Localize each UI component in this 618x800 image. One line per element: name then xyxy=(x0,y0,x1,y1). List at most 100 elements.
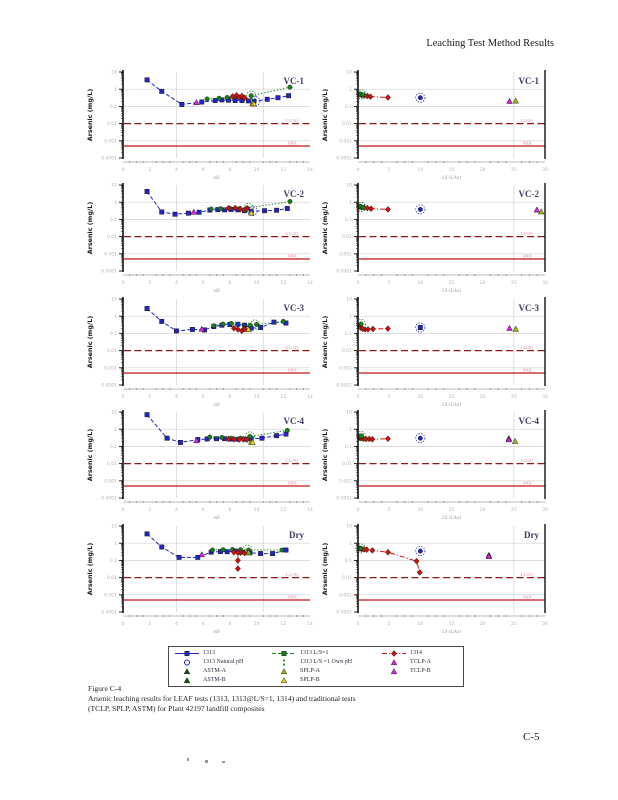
svg-text:0: 0 xyxy=(122,394,125,400)
svg-text:20: 20 xyxy=(480,507,486,513)
legend-item: 1313 L/S=1 xyxy=(271,649,352,658)
svg-text:1: 1 xyxy=(349,200,352,206)
legend-column: 1313 L/S=1 1313 L/S =1 Own pH SPLP-A SPLP-B xyxy=(271,649,352,685)
svg-text:6: 6 xyxy=(202,167,205,173)
svg-text:10: 10 xyxy=(254,621,260,627)
svg-text:LS (L/kg): LS (L/kg) xyxy=(441,630,461,633)
svg-text:0: 0 xyxy=(357,621,360,627)
svg-text:MDL: MDL xyxy=(523,367,533,372)
svg-text:15: 15 xyxy=(449,507,455,513)
svg-text:30: 30 xyxy=(542,280,548,286)
svg-text:0.1: 0.1 xyxy=(110,444,117,450)
svg-text:MDL: MDL xyxy=(288,140,298,145)
svg-text:MDL: MDL xyxy=(523,594,533,599)
svg-text:1: 1 xyxy=(114,540,117,546)
svg-text:5: 5 xyxy=(388,394,391,400)
svg-text:LLOQ: LLOQ xyxy=(521,345,534,350)
plot-title: VC-4 xyxy=(519,416,540,426)
svg-text:Arsenic (mg/L): Arsenic (mg/L) xyxy=(321,429,329,482)
plot-title: Dry xyxy=(524,530,539,540)
svg-text:0.0001: 0.0001 xyxy=(336,496,352,502)
svg-text:14: 14 xyxy=(307,394,313,400)
svg-text:1: 1 xyxy=(114,427,117,433)
svg-text:0.0001: 0.0001 xyxy=(336,609,352,615)
svg-text:0: 0 xyxy=(122,507,125,513)
legend-label: 1313 xyxy=(203,650,215,656)
svg-text:2: 2 xyxy=(148,621,151,627)
legend-label: SPLP-A xyxy=(300,668,321,674)
tri-legend-swatch xyxy=(183,677,191,684)
svg-text:6: 6 xyxy=(202,394,205,400)
legend-item: SPLP-B xyxy=(271,676,352,685)
svg-text:0.1: 0.1 xyxy=(345,444,352,450)
svg-text:pH: pH xyxy=(212,176,220,179)
svg-text:LLOQ: LLOQ xyxy=(521,231,534,236)
svg-text:5: 5 xyxy=(388,280,391,286)
svg-text:0.001: 0.001 xyxy=(104,592,117,598)
svg-text:4: 4 xyxy=(175,621,178,627)
tri-legend-swatch xyxy=(280,668,288,675)
svg-text:0.001: 0.001 xyxy=(339,592,352,598)
svg-text:0.001: 0.001 xyxy=(339,479,352,485)
plot-dry-ph: LLOQ MDL 10 1 0.1 0.01 0.001 0.0001 0 2 4 6 8 10 12 14 p… xyxy=(85,520,320,634)
legend-item: 1314 xyxy=(381,649,431,658)
svg-text:12: 12 xyxy=(280,507,286,513)
svg-text:6: 6 xyxy=(202,621,205,627)
svg-text:14: 14 xyxy=(307,507,313,513)
legend-column: 1313 1313 Natural pH ASTM-A ASTM-B xyxy=(174,649,243,685)
svg-text:0.001: 0.001 xyxy=(104,365,117,371)
plot-title: VC-1 xyxy=(284,76,305,86)
svg-text:pH: pH xyxy=(212,289,220,292)
svg-text:8: 8 xyxy=(228,167,231,173)
svg-text:1: 1 xyxy=(349,540,352,546)
svg-text:6: 6 xyxy=(202,507,205,513)
svg-text:0.0001: 0.0001 xyxy=(336,156,352,162)
svg-text:2: 2 xyxy=(148,280,151,286)
svg-text:0.0001: 0.0001 xyxy=(336,382,352,388)
svg-text:10: 10 xyxy=(346,523,352,529)
svg-text:10: 10 xyxy=(111,183,117,189)
svg-text:0.001: 0.001 xyxy=(339,365,352,371)
svg-text:0.001: 0.001 xyxy=(104,479,117,485)
plot-vc-4-ls: LLOQ MDL 10 1 0.1 0.01 0.001 0.0001 0 5 10 15 20 25 30… xyxy=(320,406,555,521)
svg-text:LS (L/kg): LS (L/kg) xyxy=(441,176,461,179)
svg-text:10: 10 xyxy=(417,394,423,400)
plot-title: Dry xyxy=(289,530,304,540)
svg-text:MDL: MDL xyxy=(288,481,298,486)
dots-legend-swatch xyxy=(283,659,285,666)
svg-text:10: 10 xyxy=(254,507,260,513)
svg-text:0.0001: 0.0001 xyxy=(101,496,117,502)
svg-text:0.1: 0.1 xyxy=(110,558,117,564)
svg-text:8: 8 xyxy=(228,280,231,286)
svg-text:14: 14 xyxy=(307,280,313,286)
square-legend-swatch xyxy=(175,651,199,656)
svg-text:10: 10 xyxy=(111,523,117,529)
page-header: Leaching Test Method Results xyxy=(426,38,554,49)
svg-text:0.1: 0.1 xyxy=(110,217,117,223)
svg-text:15: 15 xyxy=(449,167,455,173)
svg-text:LLOQ: LLOQ xyxy=(286,458,299,463)
caption-line-1: Arsenic leaching results for LEAF tests … xyxy=(88,694,356,703)
legend-label: 1313 Natural pH xyxy=(203,659,244,665)
legend-item: SPLP-A xyxy=(271,667,352,676)
svg-text:6: 6 xyxy=(202,280,205,286)
plot-title: VC-2 xyxy=(519,189,540,199)
svg-text:4: 4 xyxy=(175,167,178,173)
svg-text:20: 20 xyxy=(480,394,486,400)
svg-text:0: 0 xyxy=(357,167,360,173)
svg-text:12: 12 xyxy=(280,394,286,400)
svg-text:0.1: 0.1 xyxy=(345,558,352,564)
svg-text:0.0001: 0.0001 xyxy=(101,609,117,615)
svg-text:0.01: 0.01 xyxy=(107,121,117,127)
svg-text:Arsenic (mg/L): Arsenic (mg/L) xyxy=(321,202,329,255)
svg-text:0.001: 0.001 xyxy=(104,252,117,258)
svg-text:10: 10 xyxy=(346,70,352,76)
legend-item: TCLP-B xyxy=(381,667,431,676)
svg-text:0.1: 0.1 xyxy=(345,331,352,337)
svg-text:1: 1 xyxy=(349,314,352,320)
legend-item: 1313 xyxy=(174,649,243,658)
plot-title: VC-1 xyxy=(519,76,540,86)
diamond-legend-swatch xyxy=(382,650,406,657)
svg-text:LLOQ: LLOQ xyxy=(521,572,534,577)
svg-text:0.0001: 0.0001 xyxy=(101,156,117,162)
